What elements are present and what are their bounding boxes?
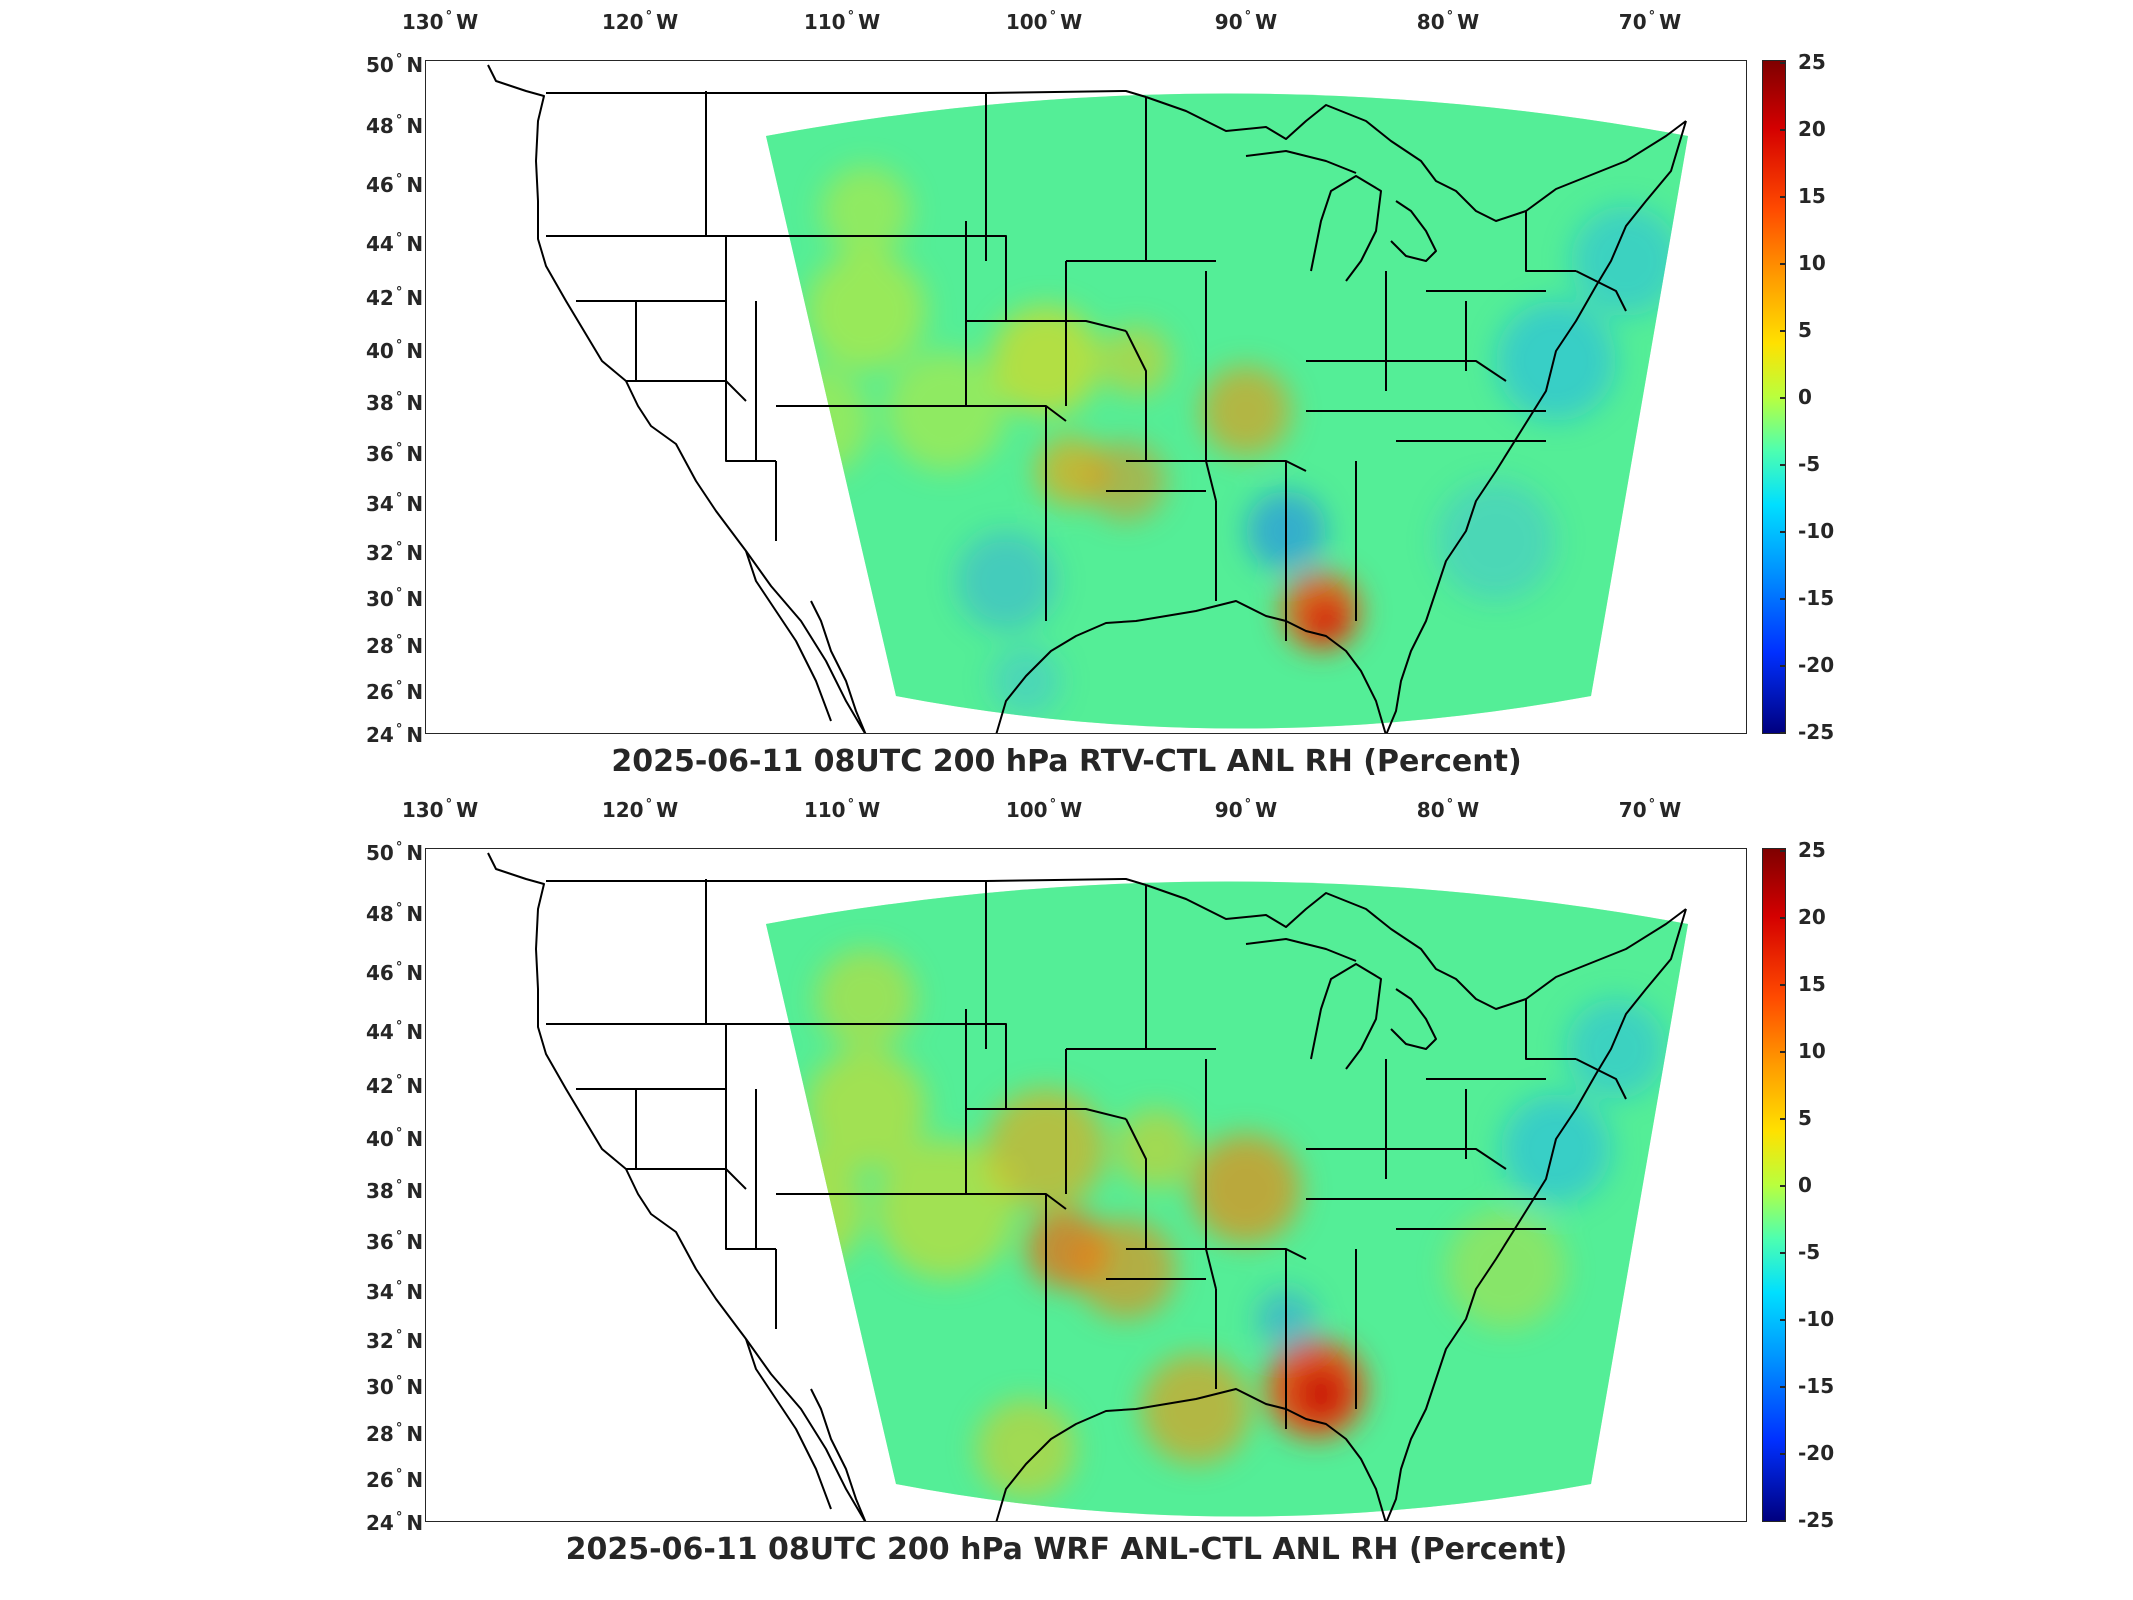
latitude-label: 32 ° N: [366, 540, 424, 565]
colorbar-tick-mark: [1780, 598, 1786, 600]
colorbar-tick-label: -20: [1798, 653, 1835, 677]
colorbar-tick-label: 15: [1798, 184, 1826, 208]
colorbar-tick-label: -5: [1798, 1240, 1821, 1264]
state-boundaries: [487, 64, 1687, 733]
rh-difference-map: [487, 852, 1688, 1521]
colorbar-tick-label: -25: [1798, 1508, 1835, 1532]
latitude-label: 44 ° N: [366, 1019, 424, 1044]
state-boundaries: [487, 852, 1687, 1521]
latitude-label: 34 ° N: [366, 491, 424, 516]
latitude-label: 50 ° N: [366, 52, 424, 77]
colorbar-tick-mark: [1780, 917, 1786, 919]
latitude-label: 36 ° N: [366, 1229, 424, 1254]
longitude-label: 90 ° W: [1214, 9, 1278, 34]
colorbar-tick-mark: [1780, 984, 1786, 986]
latitude-label: 24 ° N: [366, 722, 424, 747]
latitude-label: 50 ° N: [366, 840, 424, 865]
latitude-label: 28 ° N: [366, 633, 424, 658]
latitude-label: 46 ° N: [366, 960, 424, 985]
colorbar-tick-mark: [1780, 263, 1786, 265]
colorbar-tick-mark: [1780, 1252, 1786, 1254]
colorbar-tick-label: 5: [1798, 318, 1812, 342]
colorbar-tick-label: 25: [1798, 50, 1826, 74]
longitude-label: 120 ° W: [601, 9, 679, 34]
colorbar-tick-label: -25: [1798, 720, 1835, 744]
latitude-label: 38 ° N: [366, 390, 424, 415]
longitude-label: 110 ° W: [803, 9, 881, 34]
colorbar-tick-mark: [1780, 850, 1786, 852]
map-plot-area: [425, 60, 1747, 734]
colorbar-tick-label: -15: [1798, 586, 1835, 610]
colorbar-tick-mark: [1780, 330, 1786, 332]
panel-title: 2025-06-11 08UTC 200 hPa RTV-CTL ANL RH …: [611, 744, 1522, 779]
colorbar-tick-mark: [1780, 1051, 1786, 1053]
colorbar-tick-mark: [1780, 531, 1786, 533]
colorbar-tick-mark: [1780, 1118, 1786, 1120]
colorbar-tick-label: 10: [1798, 1039, 1826, 1063]
latitude-label: 30 ° N: [366, 586, 424, 611]
latitude-label: 40 ° N: [366, 1126, 424, 1151]
rh-difference-map: [487, 64, 1688, 733]
colorbar-tick-mark: [1780, 62, 1786, 64]
longitude-label: 70 ° W: [1618, 797, 1682, 822]
panel-wrf-anl-ctl: 130 ° W 120 ° W 110 ° W 100 ° W 90 ° W 80 ° W 70 ° W 50 ° N 48 °…: [0, 788, 2133, 1588]
colorbar-tick-label: -15: [1798, 1374, 1835, 1398]
latitude-label: 32 ° N: [366, 1328, 424, 1353]
panel-title: 2025-06-11 08UTC 200 hPa WRF ANL-CTL ANL…: [565, 1532, 1568, 1567]
latitude-label: 42 ° N: [366, 285, 424, 310]
colorbar-tick-mark: [1780, 1386, 1786, 1388]
latitude-label: 48 ° N: [366, 113, 424, 138]
colorbar-tick-label: -5: [1798, 452, 1821, 476]
panel-rtv-ctl: 130 ° W 120 ° W 110 ° W 100 ° W 90 ° W 80 ° W 70 ° W 50 ° N 48 °…: [366, 9, 1835, 779]
colorbar-tick-label: 25: [1798, 838, 1826, 862]
longitude-label: 80 ° W: [1416, 797, 1480, 822]
longitude-label: 100 ° W: [1005, 797, 1083, 822]
latitude-label: 26 ° N: [366, 679, 424, 704]
colorbar-tick-label: 20: [1798, 117, 1826, 141]
colorbar-tick-mark: [1780, 1185, 1786, 1187]
colorbar-tick-label: 15: [1798, 972, 1826, 996]
latitude-label: 28 ° N: [366, 1421, 424, 1446]
longitude-label: 120 ° W: [601, 797, 679, 822]
latitude-label: 40 ° N: [366, 338, 424, 363]
latitude-label: 38 ° N: [366, 1178, 424, 1203]
latitude-label: 24 ° N: [366, 1510, 424, 1535]
latitude-label: 44 ° N: [366, 231, 424, 256]
longitude-label: 110 ° W: [803, 797, 881, 822]
model-domain: [766, 881, 1688, 1517]
colorbar-tick-mark: [1780, 1319, 1786, 1321]
colorbar-tick-mark: [1780, 464, 1786, 466]
latitude-label: 30 ° N: [366, 1374, 424, 1399]
colorbar-tick-label: 5: [1798, 1106, 1812, 1130]
latitude-label: 36 ° N: [366, 441, 424, 466]
colorbar-tick-label: 10: [1798, 251, 1826, 275]
colorbar-tick-label: -10: [1798, 1307, 1835, 1331]
latitude-label: 26 ° N: [366, 1467, 424, 1492]
colorbar-tick-mark: [1780, 1453, 1786, 1455]
latitude-label: 48 ° N: [366, 901, 424, 926]
colorbar-tick-mark: [1780, 397, 1786, 399]
longitude-label: 70 ° W: [1618, 9, 1682, 34]
latitude-label: 46 ° N: [366, 172, 424, 197]
colorbar-tick-label: 0: [1798, 1173, 1812, 1197]
colorbar-tick-label: 20: [1798, 905, 1826, 929]
colorbar-tick-mark: [1780, 196, 1786, 198]
longitude-label: 130 ° W: [401, 797, 479, 822]
latitude-label: 42 ° N: [366, 1073, 424, 1098]
colorbar-tick-mark: [1780, 129, 1786, 131]
colorbar-tick-label: -10: [1798, 519, 1835, 543]
longitude-label: 90 ° W: [1214, 797, 1278, 822]
colorbar-tick-label: 0: [1798, 385, 1812, 409]
model-domain: [766, 93, 1688, 729]
longitude-label: 100 ° W: [1005, 9, 1083, 34]
colorbar-tick-mark: [1780, 665, 1786, 667]
map-plot-area: [425, 848, 1747, 1522]
colorbar-tick-mark: [1780, 732, 1786, 734]
latitude-label: 34 ° N: [366, 1279, 424, 1304]
colorbar-tick-mark: [1780, 1520, 1786, 1522]
colorbar-tick-label: -20: [1798, 1441, 1835, 1465]
longitude-label: 130 ° W: [401, 9, 479, 34]
longitude-label: 80 ° W: [1416, 9, 1480, 34]
